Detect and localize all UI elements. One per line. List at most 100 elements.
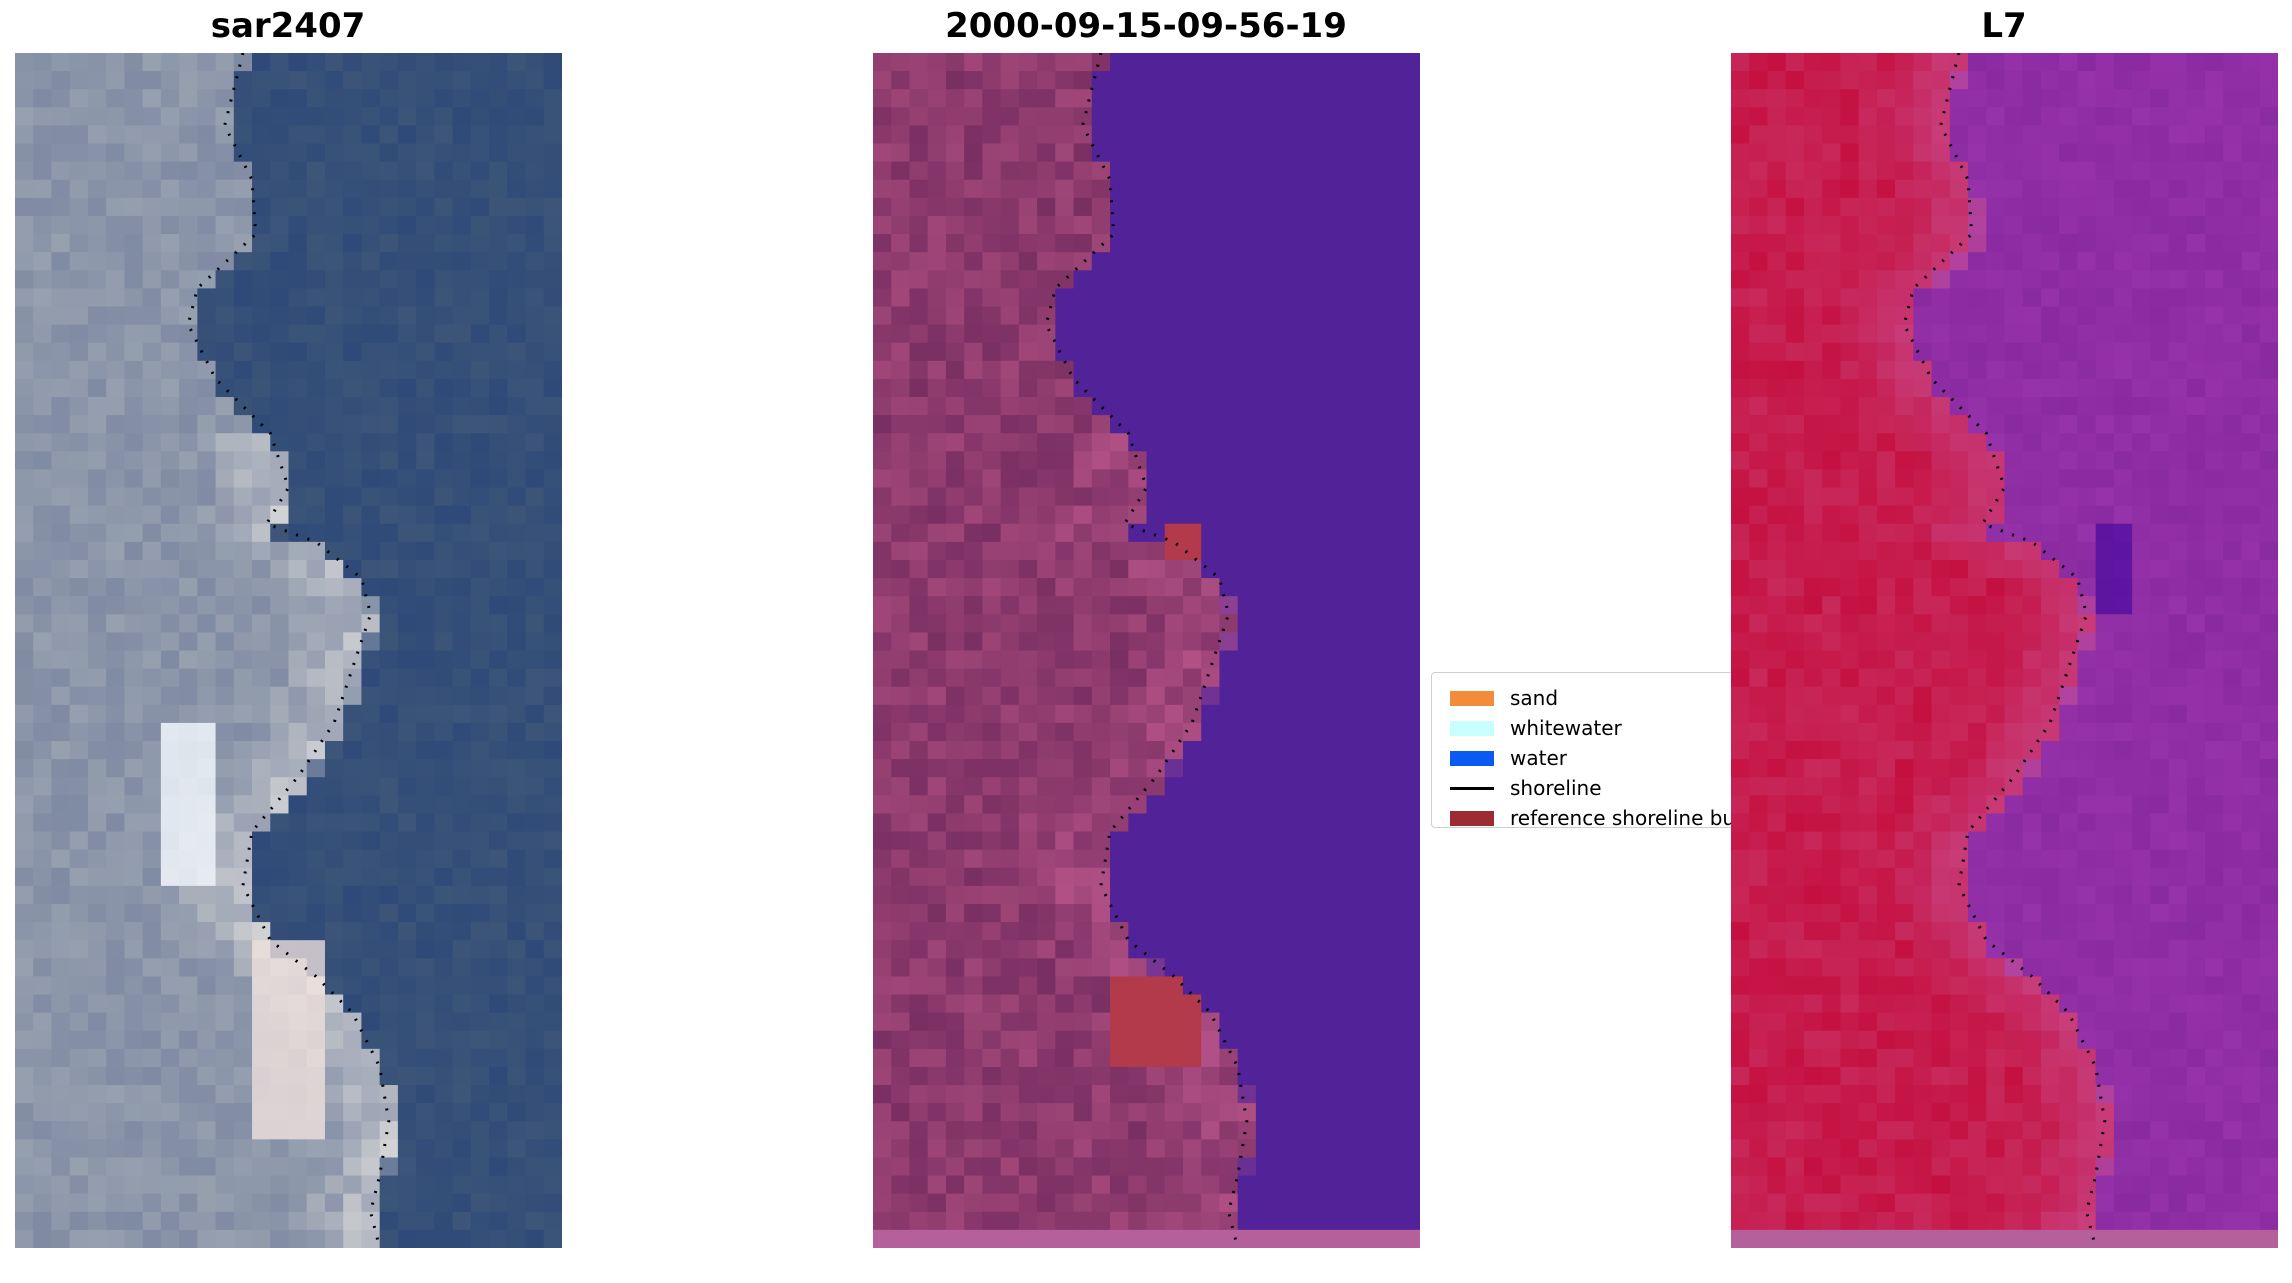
class-pixel: [1347, 1030, 1366, 1050]
rgb-pixel: [160, 867, 180, 887]
class-pixel: [1274, 71, 1293, 90]
class-pixel: [1055, 306, 1075, 326]
rgb-pixel: [33, 378, 53, 398]
nir-pixel: [1949, 125, 1969, 145]
rgb-pixel: [87, 759, 107, 778]
rgb-pixel: [452, 813, 472, 833]
class-pixel: [1182, 360, 1202, 380]
nir-pixel: [1840, 505, 1860, 525]
rgb-pixel: [324, 903, 344, 923]
nir-pixel: [2241, 125, 2261, 145]
rgb-pixel: [489, 469, 508, 489]
class-pixel: [1401, 686, 1420, 706]
nir-pixel: [2113, 487, 2133, 507]
rgb-pixel: [142, 179, 162, 199]
class-pixel: [1055, 215, 1075, 235]
class-pixel: [891, 1103, 911, 1122]
rgb-pixel: [470, 143, 490, 163]
class-pixel: [1091, 994, 1111, 1014]
rgb-pixel: [87, 922, 107, 941]
class-pixel: [1365, 650, 1385, 670]
nir-pixel: [2223, 433, 2243, 452]
class-pixel: [1219, 976, 1239, 996]
rgb-pixel: [233, 940, 253, 959]
nir-pixel: [1840, 270, 1860, 289]
class-pixel: [1310, 704, 1330, 724]
nir-pixel: [1749, 668, 1769, 688]
rgb-pixel: [525, 1012, 545, 1032]
nir-pixel: [2113, 89, 2133, 108]
nir-pixel: [1785, 596, 1805, 615]
nir-pixel: [1785, 650, 1805, 670]
class-pixel: [1146, 1085, 1166, 1104]
rgb-pixel: [343, 89, 363, 108]
nir-pixel: [2259, 541, 2278, 561]
nir-pixel: [2259, 125, 2278, 145]
nir-pixel: [1968, 378, 1987, 398]
rgb-pixel: [416, 107, 435, 127]
rgb-pixel: [179, 922, 198, 941]
nir-pixel: [2077, 469, 2097, 489]
rgb-pixel: [343, 940, 363, 959]
class-pixel: [909, 813, 929, 833]
rgb-pixel: [106, 397, 125, 416]
class-pixel: [1110, 1066, 1129, 1086]
rgb-pixel: [416, 143, 435, 163]
rgb-pixel: [343, 125, 363, 145]
nir-pixel: [1858, 596, 1878, 615]
rgb-pixel: [489, 976, 508, 996]
rgb-pixel: [215, 433, 235, 452]
rgb-pixel: [452, 378, 472, 398]
rgb-pixel: [324, 795, 344, 815]
rgb-pixel: [15, 541, 34, 561]
rgb-pixel: [434, 53, 454, 72]
rgb-pixel: [361, 288, 381, 308]
rgb-pixel: [215, 614, 235, 633]
rgb-pixel: [306, 143, 326, 163]
rgb-pixel: [306, 1030, 326, 1050]
class-pixel: [1237, 1157, 1257, 1177]
nir-pixel: [2168, 596, 2188, 615]
rgb-pixel: [33, 614, 53, 633]
rgb-pixel: [15, 994, 34, 1014]
class-pixel: [1347, 1066, 1366, 1086]
nir-pixel: [1731, 252, 1750, 271]
rgb-pixel: [179, 143, 198, 163]
nir-pixel: [1913, 143, 1933, 163]
class-pixel: [1128, 523, 1148, 543]
rgb-pixel: [51, 415, 71, 434]
nir-pixel: [2186, 53, 2206, 72]
class-pixel: [945, 306, 965, 326]
nir-pixel: [1840, 397, 1860, 416]
nir-pixel: [2132, 360, 2151, 380]
rgb-pixel: [233, 849, 253, 869]
nir-pixel: [1731, 632, 1750, 652]
class-pixel: [1018, 288, 1038, 308]
rgb-pixel: [197, 1048, 217, 1068]
class-pixel: [1292, 741, 1312, 760]
class-pixel: [891, 1085, 911, 1104]
rgb-pixel: [124, 795, 144, 815]
nir-pixel: [1785, 342, 1805, 362]
rgb-pixel: [306, 487, 326, 507]
class-pixel: [1255, 867, 1275, 887]
rgb-pixel: [525, 378, 545, 398]
nir-pixel: [2186, 632, 2206, 652]
rgb-pixel: [507, 89, 527, 108]
class-pixel: [1310, 1211, 1330, 1231]
class-pixel: [1347, 523, 1366, 543]
rgb-pixel: [361, 1139, 381, 1159]
nir-pixel: [2095, 559, 2115, 579]
class-pixel: [1365, 759, 1385, 778]
class-pixel: [1146, 342, 1166, 362]
rgb-pixel: [106, 505, 125, 525]
nir-pixel: [1822, 107, 1841, 127]
class-pixel: [945, 523, 965, 543]
rgb-pixel: [142, 143, 162, 163]
rgb-pixel: [87, 1085, 107, 1104]
class-pixel: [1383, 1193, 1403, 1213]
class-pixel: [927, 252, 947, 271]
rgb-pixel: [489, 360, 508, 380]
nir-pixel: [1913, 324, 1933, 344]
class-pixel: [1037, 813, 1056, 833]
